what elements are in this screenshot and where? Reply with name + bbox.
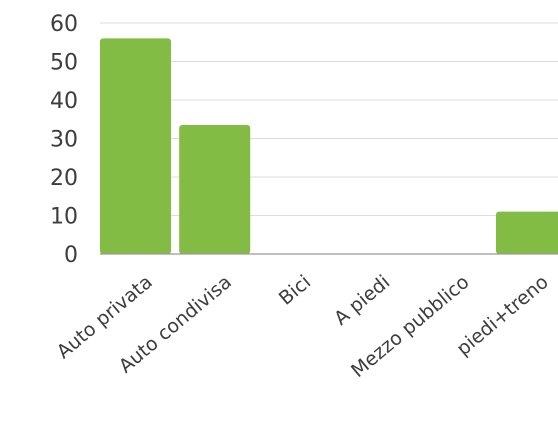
- bars: [100, 38, 558, 255]
- y-tick-label: 20: [50, 166, 78, 191]
- y-axis-tick-labels: 0 10 20 30 40 50 60: [50, 12, 78, 268]
- bar: [179, 125, 251, 255]
- y-tick-label: 0: [64, 243, 78, 268]
- y-tick-label: 30: [50, 128, 78, 153]
- y-tick-label: 40: [50, 89, 78, 114]
- x-category-label: A piedi: [330, 271, 394, 330]
- y-tick-label: 50: [50, 51, 78, 76]
- x-category-label: Bici: [275, 271, 315, 310]
- bar: [100, 38, 171, 255]
- bar: [496, 211, 558, 254]
- y-tick-label: 60: [50, 12, 78, 37]
- y-tick-label: 10: [50, 205, 78, 230]
- grid-lines: [100, 22, 558, 216]
